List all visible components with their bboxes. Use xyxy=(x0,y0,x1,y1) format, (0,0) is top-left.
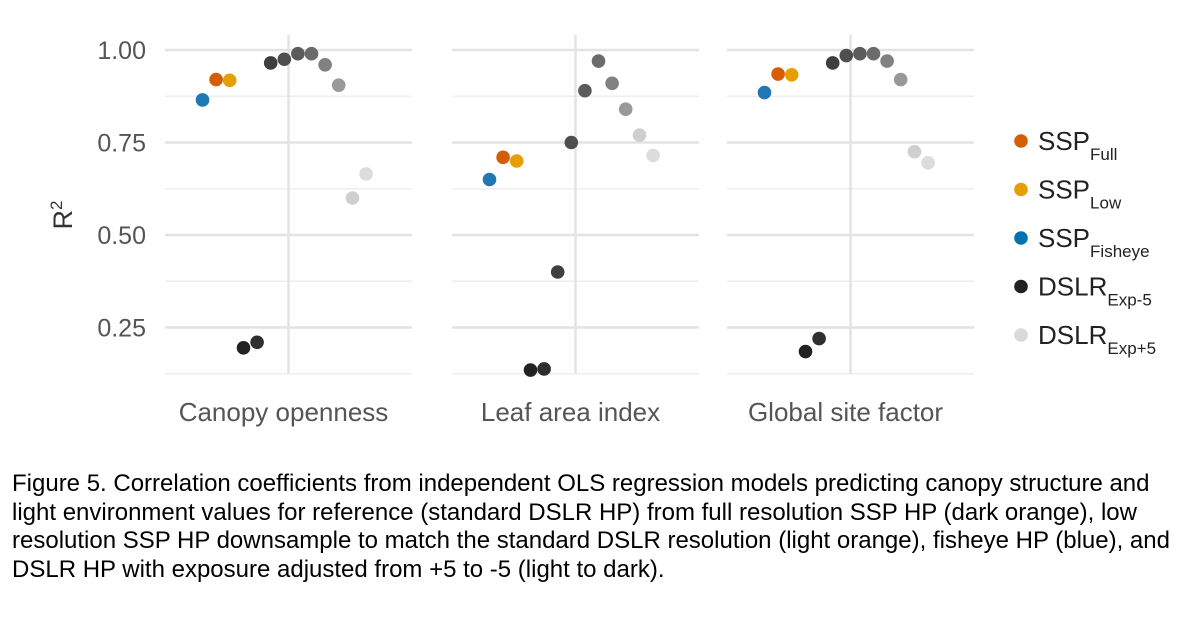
data-point-dslr_exp_m3 xyxy=(825,56,840,70)
panel-label: Leaf area index xyxy=(481,397,660,427)
data-point-ssp_fisheye xyxy=(482,172,497,187)
legend-key xyxy=(1014,279,1028,294)
y-tick-label: 0.75 xyxy=(97,130,146,158)
data-point-ssp_low xyxy=(222,73,237,88)
data-point-ssp_low xyxy=(784,67,799,82)
data-point-dslr_exp_m5 xyxy=(798,344,813,359)
data-point-dslr_exp_m4 xyxy=(812,331,826,346)
data-point-dslr_exp_p5 xyxy=(921,156,935,170)
data-point-dslr_exp_m2 xyxy=(839,48,854,63)
data-point-ssp_fisheye xyxy=(195,93,210,107)
data-point-ssp_full xyxy=(209,72,223,87)
data-point-dslr_exp_m1 xyxy=(853,46,867,61)
data-point-dslr_exp_p2 xyxy=(880,54,894,68)
data-points xyxy=(195,46,935,377)
data-point-dslr_exp_p5 xyxy=(646,148,660,163)
legend-key xyxy=(1014,134,1028,148)
data-point-dslr_exp_m1 xyxy=(291,46,305,61)
data-point-dslr_exp_p4 xyxy=(632,128,647,142)
data-point-dslr_exp_p3 xyxy=(331,78,346,92)
legend-label: DSLRExp+5 xyxy=(1038,320,1156,358)
data-point-dslr_exp_p1 xyxy=(304,46,319,61)
panel-labels: Canopy openness Leaf area index Global sit… xyxy=(179,397,944,427)
figure-caption: Figure 5. Correlation coefficients from … xyxy=(12,470,1170,583)
data-point-dslr_exp_m2 xyxy=(564,135,579,150)
legend-label: SSPFull xyxy=(1038,126,1117,164)
data-point-dslr_exp_m1 xyxy=(578,83,592,98)
data-point-dslr_exp_m2 xyxy=(277,52,292,67)
legend-label: SSPLow xyxy=(1038,175,1122,213)
legend-label: DSLRExp-5 xyxy=(1038,272,1152,310)
data-point-dslr_exp_m4 xyxy=(250,335,264,350)
y-axis: R2 1.00 0.75 0.50 0.25 xyxy=(47,37,146,343)
data-point-dslr_exp_p4 xyxy=(345,191,360,205)
panel-label: Global site factor xyxy=(748,397,943,427)
y-axis-label-superscript: 2 xyxy=(47,201,66,210)
data-point-dslr_exp_p2 xyxy=(318,58,332,72)
data-point-ssp_full xyxy=(771,67,785,81)
data-point-ssp_low xyxy=(509,154,524,168)
data-point-dslr_exp_p3 xyxy=(893,72,908,87)
data-point-ssp_full xyxy=(496,150,510,165)
legend-key xyxy=(1014,328,1028,342)
gridlines xyxy=(165,35,974,375)
y-tick-label: 0.50 xyxy=(97,222,146,250)
data-point-dslr_exp_p5 xyxy=(359,167,373,181)
y-tick-label: 0.25 xyxy=(97,315,146,343)
panel-label: Canopy openness xyxy=(179,397,389,427)
legend: SSPFull SSPLow SSPFisheye DSLRExp-5 DSLRExp+… xyxy=(1014,126,1156,358)
data-point-dslr_exp_p4 xyxy=(907,144,922,159)
legend-label: SSPFisheye xyxy=(1038,223,1150,261)
data-point-dslr_exp_p2 xyxy=(605,76,619,91)
y-axis-label-base: R xyxy=(48,210,78,230)
legend-key xyxy=(1014,182,1028,197)
data-point-dslr_exp_p1 xyxy=(866,46,881,61)
y-tick-label: 1.00 xyxy=(97,37,146,65)
legend-key xyxy=(1014,231,1028,245)
data-point-dslr_exp_p1 xyxy=(591,54,606,68)
data-point-dslr_exp_p3 xyxy=(618,102,633,116)
data-point-dslr_exp_m4 xyxy=(537,362,551,376)
data-point-ssp_fisheye xyxy=(757,85,772,100)
data-point-dslr_exp_m5 xyxy=(523,363,538,377)
data-point-dslr_exp_m3 xyxy=(550,265,565,279)
data-point-dslr_exp_m5 xyxy=(236,341,251,355)
data-point-dslr_exp_m3 xyxy=(263,56,278,70)
y-axis-label: R2 xyxy=(47,201,78,230)
